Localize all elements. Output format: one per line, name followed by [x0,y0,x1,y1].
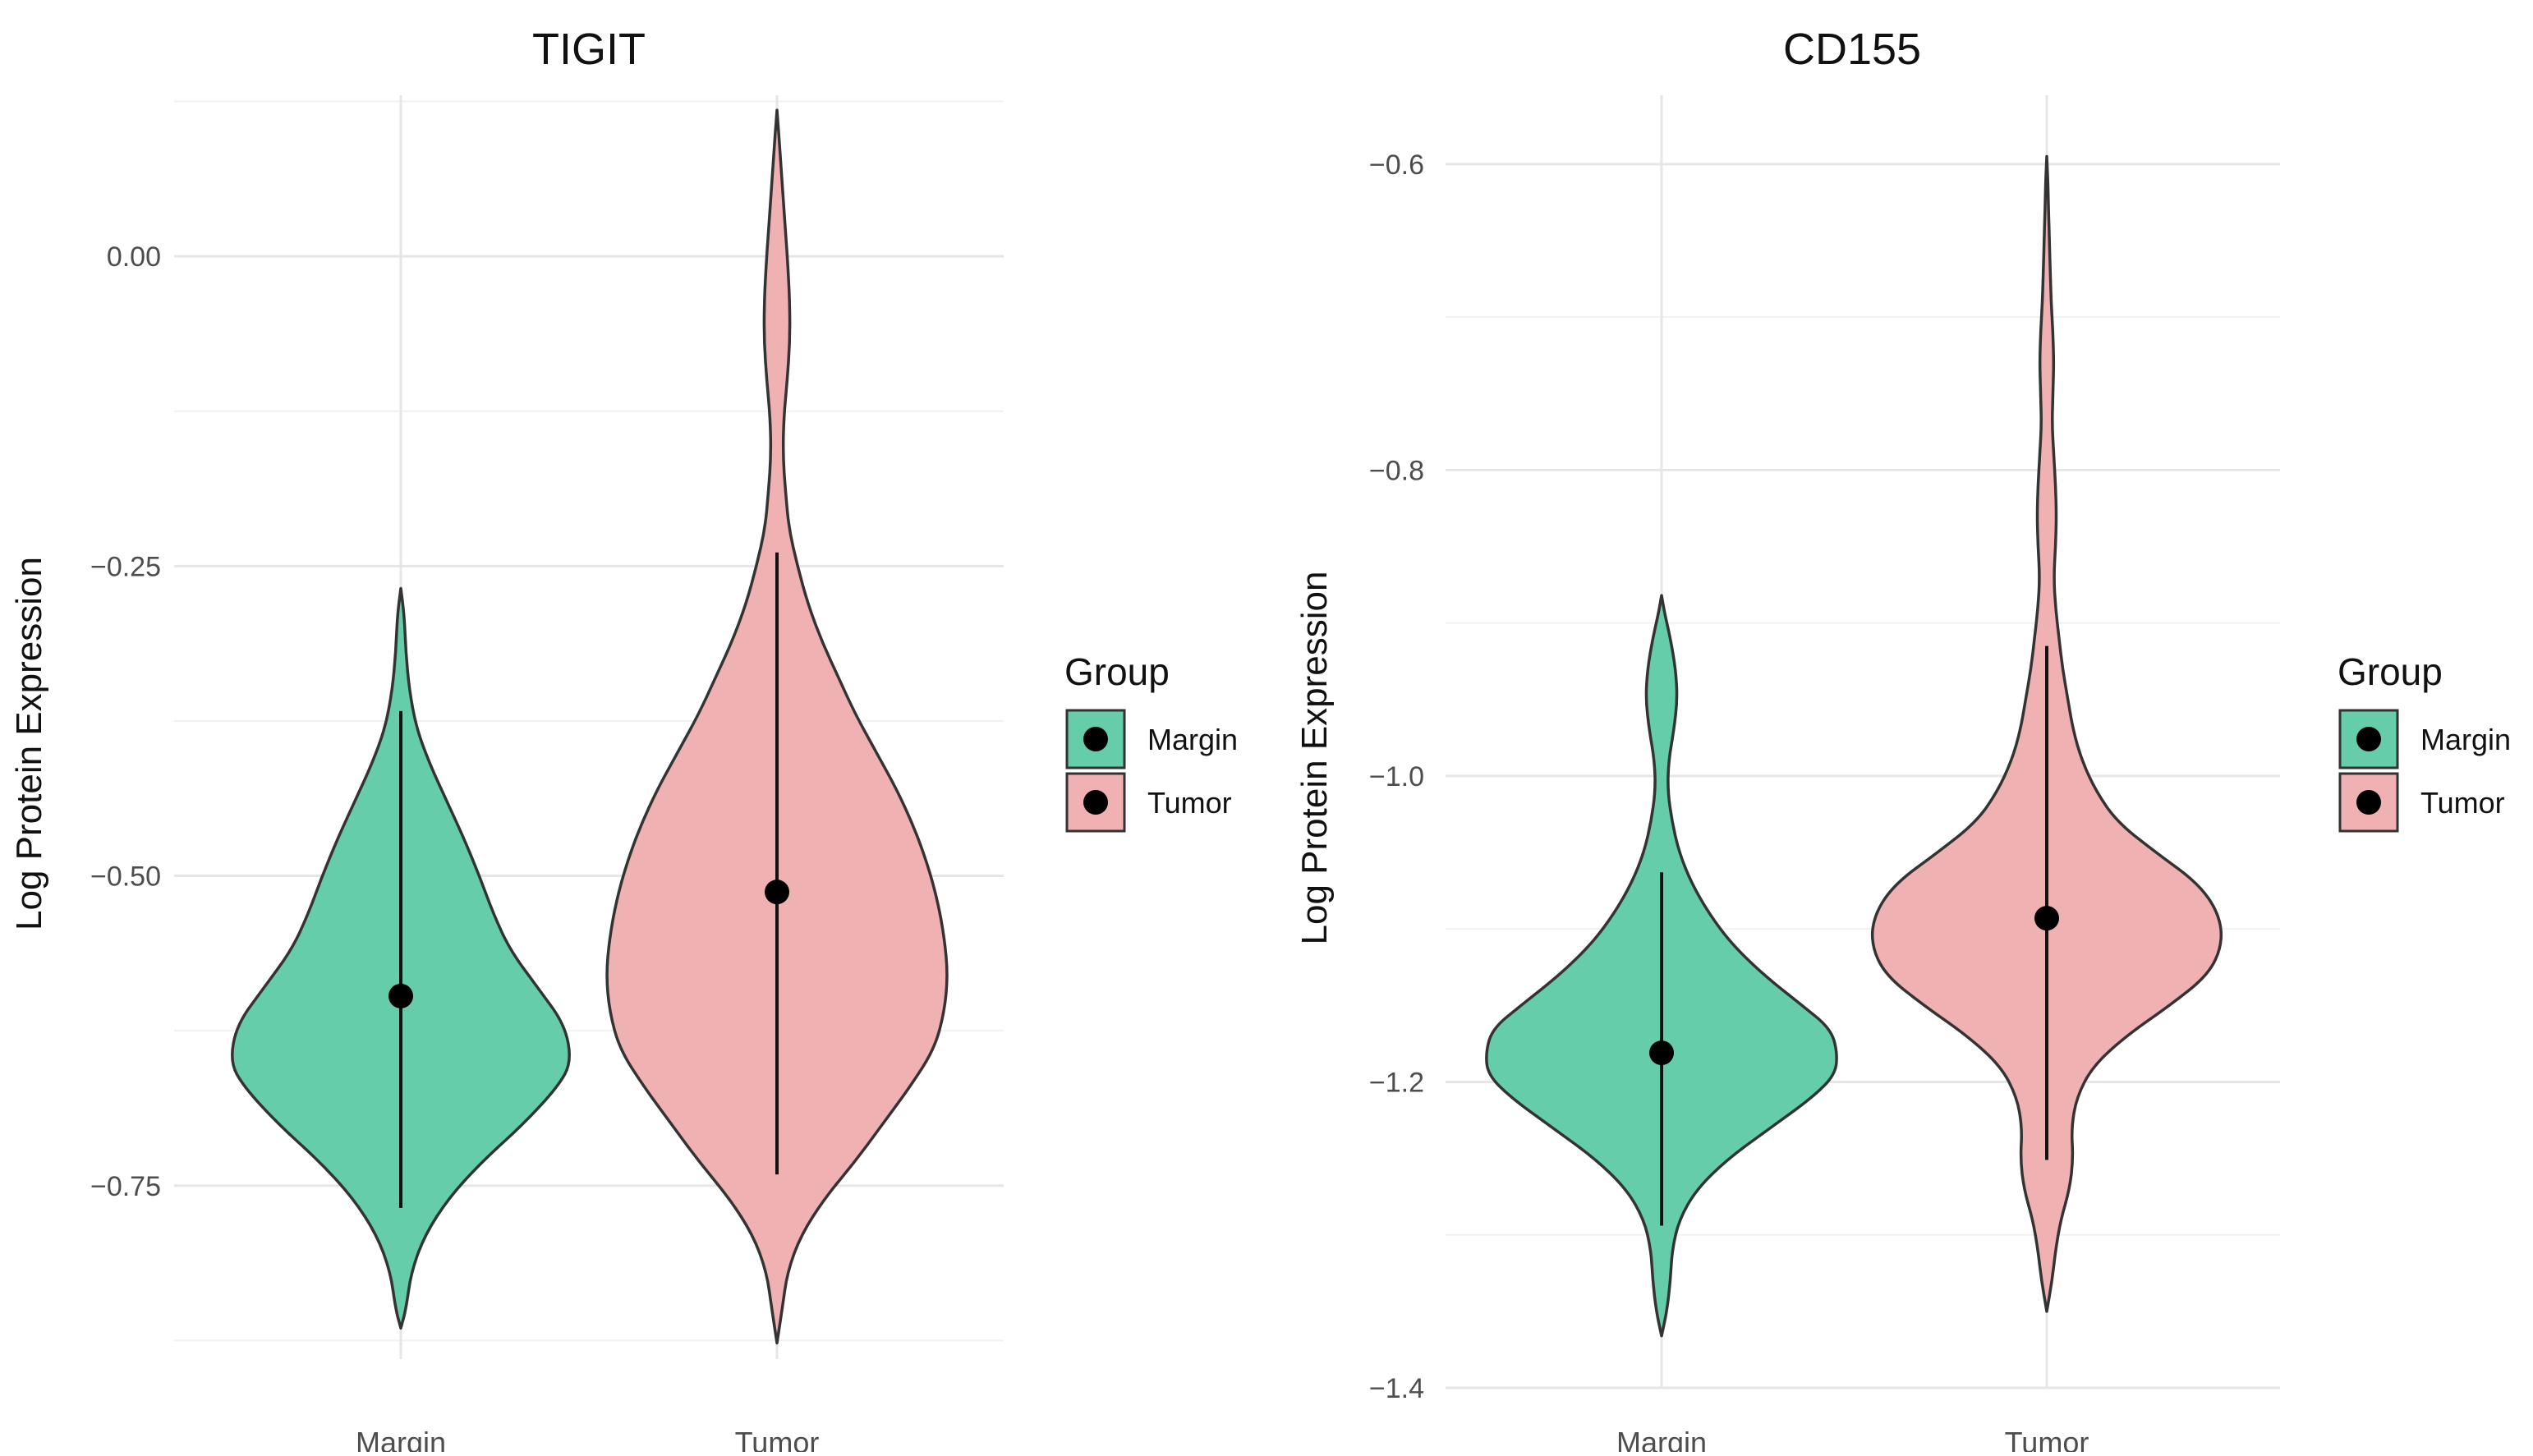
mean-point-margin [388,983,413,1008]
y-tick-label: −0.6 [1369,149,1424,181]
legend-key-point-tumor [1083,790,1108,815]
legend-title: Group [2338,650,2443,693]
y-axis-title: Log Protein Expression [9,557,49,930]
legend-label-margin: Margin [2420,723,2511,756]
y-tick-label: −0.75 [90,1171,161,1202]
y-tick-label: −0.50 [90,861,161,893]
legend-label-margin: Margin [1147,723,1238,756]
y-tick-label: −1.4 [1369,1373,1424,1404]
mean-point-tumor [765,880,789,905]
x-tick-label-margin: Margin [356,1426,446,1452]
y-tick-label: 0.00 [107,241,161,273]
legend-key-point-tumor [2356,790,2381,815]
legend-key-point-margin [1083,727,1108,751]
legend-label-tumor: Tumor [1147,786,1232,820]
chart-title: TIGIT [532,25,646,74]
legend-key-point-margin [2356,727,2381,751]
legend-title: Group [1064,650,1170,693]
y-tick-label: −0.8 [1369,455,1424,486]
chart-title: CD155 [1783,25,1921,74]
y-tick-label: −1.2 [1369,1067,1424,1098]
mean-point-margin [1649,1040,1674,1066]
y-tick-label: −0.25 [90,551,161,582]
x-tick-label-tumor: Tumor [735,1426,820,1452]
x-tick-label-margin: Margin [1616,1426,1707,1452]
legend-label-tumor: Tumor [2420,786,2505,820]
x-tick-label-tumor: Tumor [2005,1426,2089,1452]
y-axis-title: Log Protein Expression [1294,572,1335,945]
y-tick-label: −1.0 [1369,761,1424,792]
mean-point-tumor [2034,906,2059,931]
